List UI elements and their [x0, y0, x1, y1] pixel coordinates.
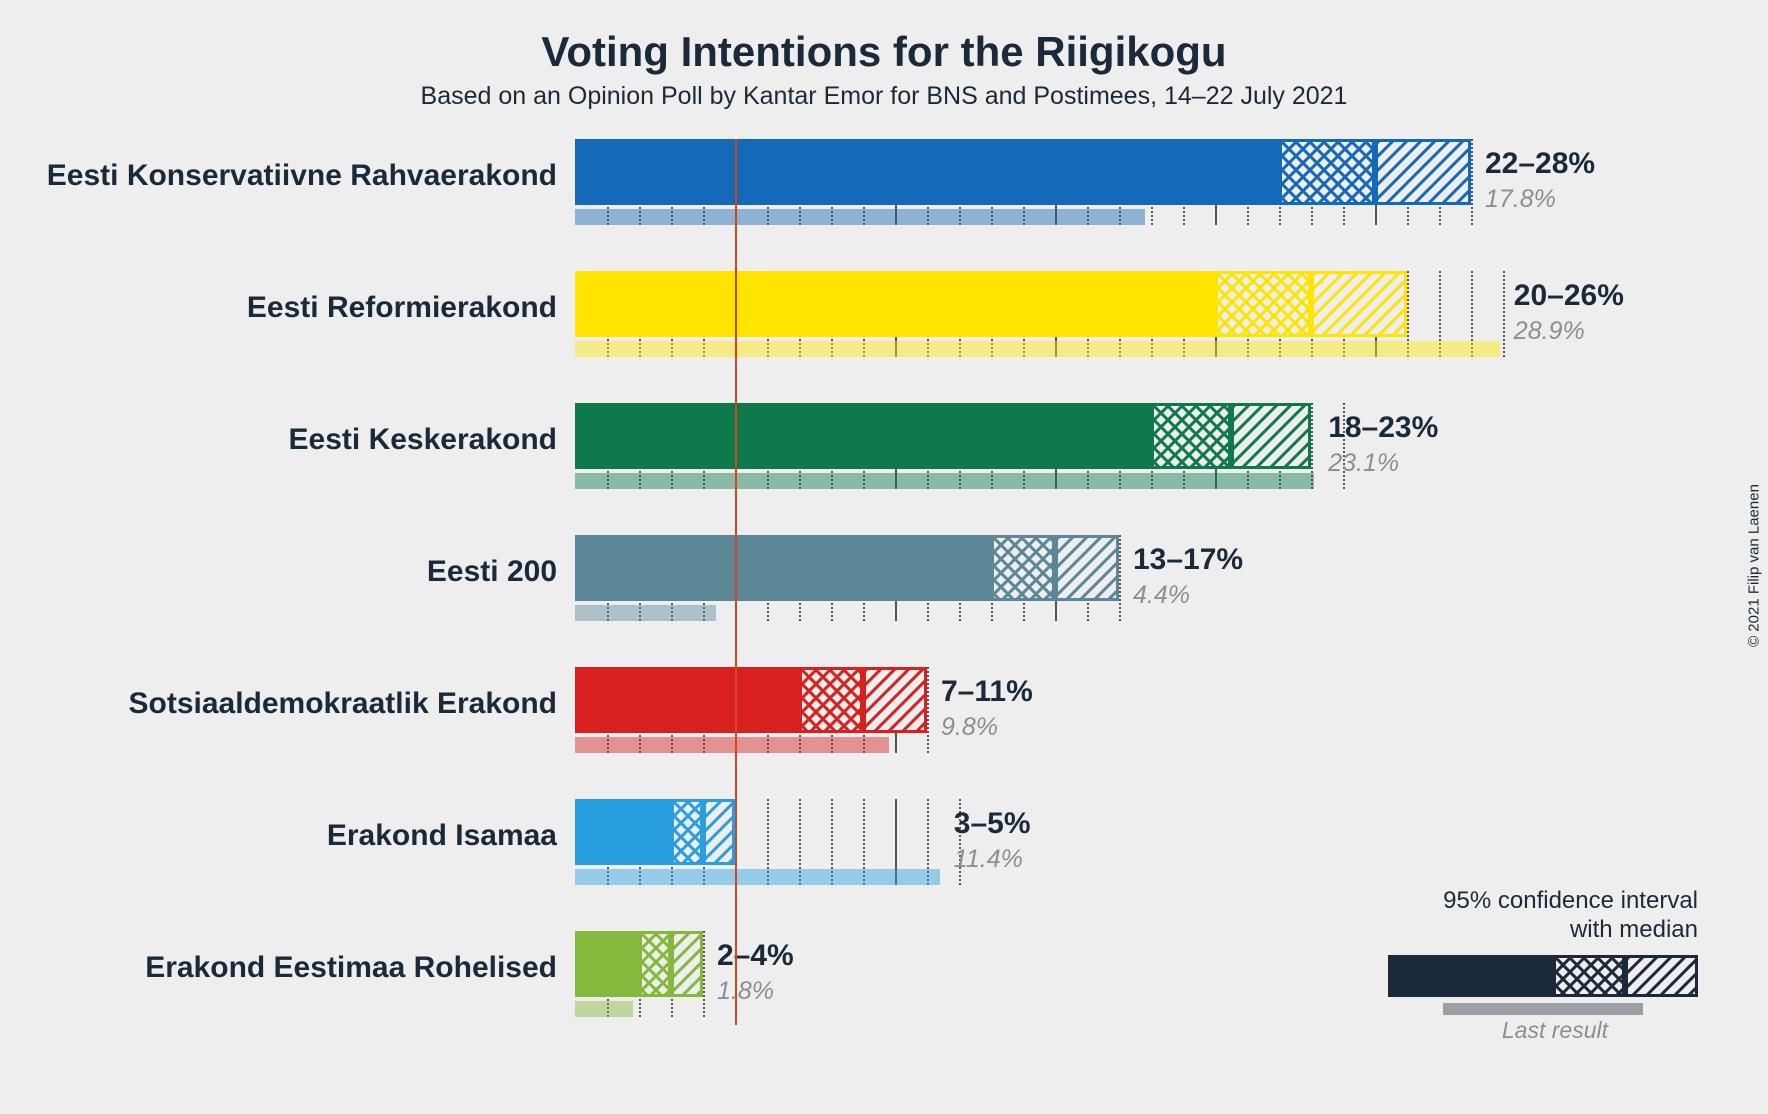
party-label: Erakond Eestimaa Rohelised [0, 925, 575, 985]
bar-low [575, 403, 1151, 469]
party-label: Eesti 200 [0, 529, 575, 589]
bar-container: 18–23% 23.1% [575, 397, 1675, 529]
value-range: 22–28% [1485, 147, 1595, 181]
chart-row: Eesti 200 13–17% 4.4% [0, 529, 1768, 661]
bar-last-result [575, 869, 940, 885]
bar-diagonal [1375, 139, 1471, 205]
value-last: 28.9% [1514, 317, 1585, 346]
bar-diagonal [703, 799, 735, 865]
value-range: 3–5% [954, 807, 1031, 841]
bar-crosshatch [991, 535, 1055, 601]
legend-swatch-crosshatch [1553, 955, 1625, 997]
bar-last-result [575, 209, 1145, 225]
chart-row: Sotsiaaldemokraatlik Erakond 7–11% 9.8% [0, 661, 1768, 793]
gridline-minor [1119, 535, 1121, 621]
value-last: 1.8% [717, 977, 774, 1006]
value-last: 9.8% [941, 713, 998, 742]
bar-last-result [575, 473, 1314, 489]
gridline-minor [703, 931, 705, 1017]
bar-crosshatch [639, 931, 671, 997]
bar-diagonal [1311, 271, 1407, 337]
chart-title: Voting Intentions for the Riigikogu [0, 28, 1768, 76]
value-range: 13–17% [1133, 543, 1243, 577]
value-last: 23.1% [1328, 449, 1399, 478]
chart-subtitle: Based on an Opinion Poll by Kantar Emor … [0, 82, 1768, 111]
value-range: 2–4% [717, 939, 794, 973]
legend-ci-line1: 95% confidence interval [1388, 887, 1698, 916]
bar-last-result [575, 737, 889, 753]
bar-low [575, 139, 1279, 205]
legend-swatch-diagonal [1625, 955, 1698, 997]
chart-row: Eesti Konservatiivne Rahvaerakond 22–28% 1… [0, 133, 1768, 265]
value-last: 4.4% [1133, 581, 1190, 610]
party-label: Eesti Reformierakond [0, 265, 575, 325]
legend-last-swatch [1443, 1003, 1643, 1015]
bar-container: 22–28% 17.8% [575, 133, 1675, 265]
bar-low [575, 535, 991, 601]
bar-crosshatch [671, 799, 703, 865]
bar-crosshatch [1279, 139, 1375, 205]
bar-diagonal [1055, 535, 1119, 601]
bar-low [575, 667, 799, 733]
party-label: Sotsiaaldemokraatlik Erakond [0, 661, 575, 721]
bar-crosshatch [799, 667, 863, 733]
party-label: Eesti Keskerakond [0, 397, 575, 457]
value-range: 7–11% [941, 675, 1033, 709]
party-label: Erakond Isamaa [0, 793, 575, 853]
legend-ci-swatch [1388, 955, 1698, 997]
bar-diagonal [671, 931, 703, 997]
bar-container: 7–11% 9.8% [575, 661, 1675, 793]
bar-crosshatch [1215, 271, 1311, 337]
bar-container: 13–17% 4.4% [575, 529, 1675, 661]
bar-low [575, 931, 639, 997]
bar-container: 20–26% 28.9% [575, 265, 1675, 397]
legend-swatch-solid [1388, 955, 1553, 997]
bar-low [575, 271, 1215, 337]
value-last: 17.8% [1485, 185, 1556, 214]
chart-row: Eesti Reformierakond 20–26% 28.9% [0, 265, 1768, 397]
value-range: 18–23% [1328, 411, 1438, 445]
legend: 95% confidence interval with median Last… [1388, 887, 1698, 1044]
bar-last-result [575, 341, 1500, 357]
gridline-minor [1471, 139, 1473, 225]
bar-diagonal [863, 667, 927, 733]
value-range: 20–26% [1514, 279, 1624, 313]
legend-ci-line2: with median [1388, 916, 1698, 945]
bar-crosshatch [1151, 403, 1231, 469]
gridline-minor [1503, 271, 1505, 357]
bar-low [575, 799, 671, 865]
threshold-line [735, 139, 737, 1025]
party-label: Eesti Konservatiivne Rahvaerakond [0, 133, 575, 193]
legend-last-label: Last result [1388, 1017, 1608, 1044]
bar-diagonal [1231, 403, 1311, 469]
chart-row: Eesti Keskerakond 18–23% 23.1% [0, 397, 1768, 529]
bar-last-result [575, 1001, 633, 1017]
bar-last-result [575, 605, 716, 621]
value-last: 11.4% [954, 845, 1023, 874]
gridline-minor [927, 667, 929, 753]
